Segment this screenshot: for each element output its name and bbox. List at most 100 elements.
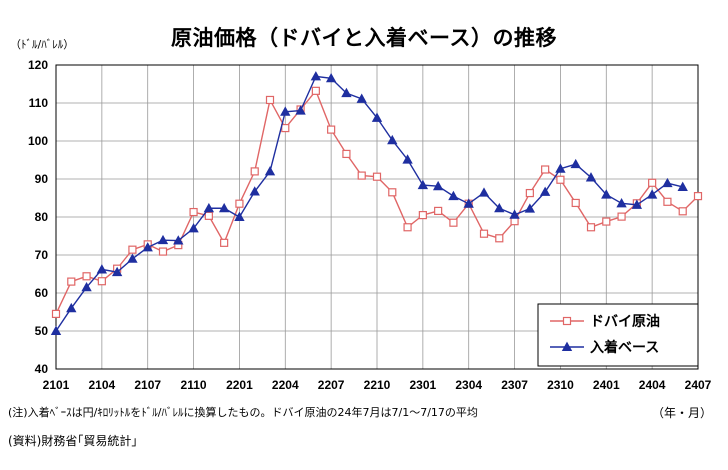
- data-point: [341, 87, 352, 98]
- data-point: [188, 223, 199, 233]
- data-point: [448, 190, 459, 201]
- data-point: [463, 198, 474, 208]
- data-point: [327, 125, 336, 134]
- x-tick-label: 2301: [410, 378, 437, 392]
- data-point: [403, 223, 412, 232]
- data-point: [310, 71, 322, 81]
- data-point: [525, 188, 534, 198]
- data-point: [678, 207, 687, 216]
- data-point: [417, 179, 429, 190]
- data-point: [646, 189, 658, 199]
- data-point: [342, 149, 351, 159]
- data-point: [204, 211, 213, 220]
- data-point: [509, 209, 520, 219]
- x-tick-label: 2201: [226, 378, 253, 392]
- data-point: [51, 309, 61, 318]
- data-point: [265, 95, 275, 105]
- data-point: [50, 325, 62, 336]
- y-tick-label: 40: [35, 362, 49, 376]
- data-point: [66, 302, 77, 313]
- series-2: [50, 71, 688, 336]
- x-axis-unit-label: （年・月）: [651, 406, 712, 420]
- plot-frame: [55, 64, 699, 370]
- legend-swatch-marker: [561, 341, 573, 352]
- series-1: [51, 86, 703, 318]
- data-point: [601, 189, 612, 199]
- axis-layer: 40 50 60 70 80 90 100 110 120 2101 2104 2107 2110 220…: [28, 58, 712, 392]
- x-tick-label: 2110: [181, 378, 207, 392]
- data-point: [203, 202, 215, 213]
- data-point: [602, 217, 611, 226]
- source-note: (資料)財務省｢貿易統計｣: [8, 434, 138, 448]
- x-tick-label: 2210: [364, 378, 391, 392]
- x-tick-label: 2104: [89, 378, 116, 392]
- y-tick-label: 70: [35, 248, 49, 262]
- data-point: [81, 281, 92, 292]
- data-point: [539, 186, 551, 196]
- x-tick-label: 2310: [547, 378, 574, 392]
- data-point: [249, 186, 260, 196]
- data-point: [418, 211, 427, 220]
- data-point: [250, 167, 259, 176]
- x-tick-label: 2207: [318, 378, 345, 392]
- data-point: [142, 242, 153, 252]
- data-point: [173, 235, 184, 245]
- data-point: [281, 123, 290, 133]
- data-point: [677, 181, 688, 191]
- data-point: [128, 245, 137, 254]
- data-point: [432, 180, 444, 191]
- data-point: [295, 105, 306, 115]
- data-point: [494, 202, 505, 213]
- data-point: [356, 93, 367, 103]
- data-point: [220, 238, 229, 247]
- data-point: [127, 253, 138, 263]
- data-point: [479, 229, 489, 238]
- data-point: [235, 199, 244, 208]
- data-point: [585, 172, 597, 182]
- y-tick-label: 90: [35, 172, 49, 186]
- y-tick-label: 50: [35, 324, 49, 338]
- y-tick-label: 120: [28, 58, 48, 72]
- x-tick-label: 2404: [639, 378, 666, 392]
- data-point: [189, 207, 198, 217]
- data-point: [402, 154, 413, 164]
- x-tick-label: 2204: [272, 378, 299, 392]
- data-point: [311, 86, 320, 95]
- data-point: [555, 163, 566, 173]
- data-point: [586, 223, 596, 232]
- data-point: [631, 199, 643, 209]
- data-point: [158, 247, 168, 256]
- data-point: [616, 197, 627, 208]
- data-point: [325, 72, 337, 83]
- data-point: [372, 172, 382, 181]
- x-tick-label: 2307: [501, 378, 528, 392]
- data-point: [387, 134, 398, 145]
- y-axis-unit-label: （ﾄﾞﾙ/ﾊﾞﾚﾙ）: [10, 38, 75, 51]
- data-point: [434, 206, 443, 216]
- data-point: [97, 277, 106, 286]
- data-point: [111, 266, 123, 277]
- data-point: [96, 264, 108, 274]
- data-point: [157, 234, 169, 245]
- x-tick-label: 2407: [685, 378, 712, 392]
- data-point: [280, 106, 291, 116]
- y-tick-label: 60: [35, 286, 49, 300]
- data-point: [571, 198, 580, 208]
- data-point: [218, 202, 230, 213]
- data-point: [510, 217, 519, 226]
- legend-entry: 入着ベース: [550, 339, 659, 356]
- data-point: [357, 171, 366, 180]
- data-point: [617, 212, 626, 221]
- data-point: [570, 158, 581, 169]
- x-tick-label: 2107: [134, 378, 161, 392]
- data-point: [449, 218, 458, 227]
- legend-label: 入着ベース: [590, 339, 659, 356]
- legend-box: [537, 303, 699, 367]
- data-point: [693, 192, 703, 201]
- footnote: (注)入着ﾍﾞｰｽは円/ｷﾛﾘｯﾄﾙをﾄﾞﾙ/ﾊﾞﾚﾙに換算したもの。ドバイ原油…: [8, 406, 478, 419]
- data-point: [371, 112, 383, 122]
- y-tick-label: 100: [28, 134, 48, 148]
- data-point: [524, 203, 536, 213]
